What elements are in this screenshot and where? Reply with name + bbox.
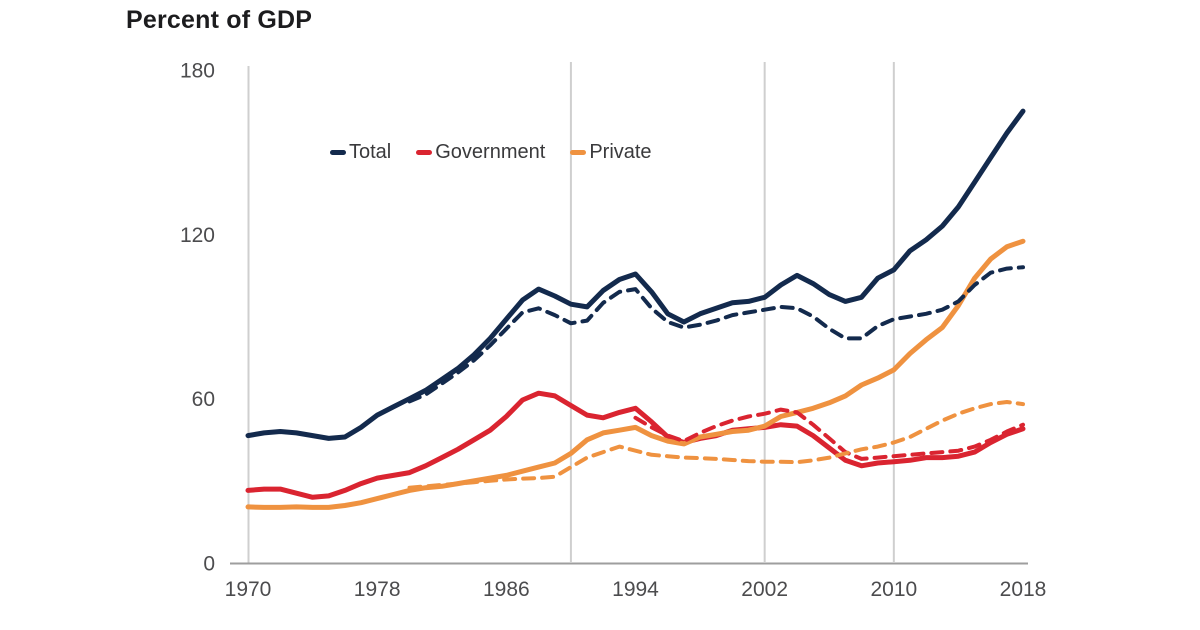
x-tick-label-2010: 2010 [870, 578, 917, 601]
y-tick-label-0: 0 [203, 553, 215, 576]
chart-legend: Total Government Private [330, 141, 652, 164]
x-tick-label-1970: 1970 [225, 578, 272, 601]
government-line-marker-icon [416, 150, 433, 155]
legend-label-government: Government [435, 141, 546, 163]
private-line-marker-icon [570, 150, 587, 155]
series-total [245, 108, 1026, 441]
series-private-dashed [407, 400, 1025, 490]
legend-label-total: Total [349, 141, 392, 163]
series-government-dashed [633, 407, 1025, 461]
x-tick-label-1986: 1986 [483, 578, 530, 601]
chart-title: Percent of GDP [126, 6, 313, 34]
series-private [245, 238, 1026, 510]
x-tick-label-2002: 2002 [741, 578, 788, 601]
series-government [245, 390, 1026, 500]
legend-item-government: Government [416, 141, 545, 164]
legend-label-private: Private [589, 141, 652, 163]
y-tick-label-120: 120 [180, 224, 215, 247]
x-tick-label-2018: 2018 [1000, 578, 1047, 601]
legend-item-total: Total [330, 141, 391, 164]
series-total-dashed [407, 265, 1025, 404]
x-tick-label-1994: 1994 [612, 578, 659, 601]
total-line-marker-icon [330, 150, 346, 155]
x-tick-label-1978: 1978 [354, 578, 401, 601]
y-tick-label-180: 180 [180, 60, 215, 83]
legend-item-private: Private [570, 141, 652, 164]
y-tick-label-60: 60 [192, 388, 215, 411]
